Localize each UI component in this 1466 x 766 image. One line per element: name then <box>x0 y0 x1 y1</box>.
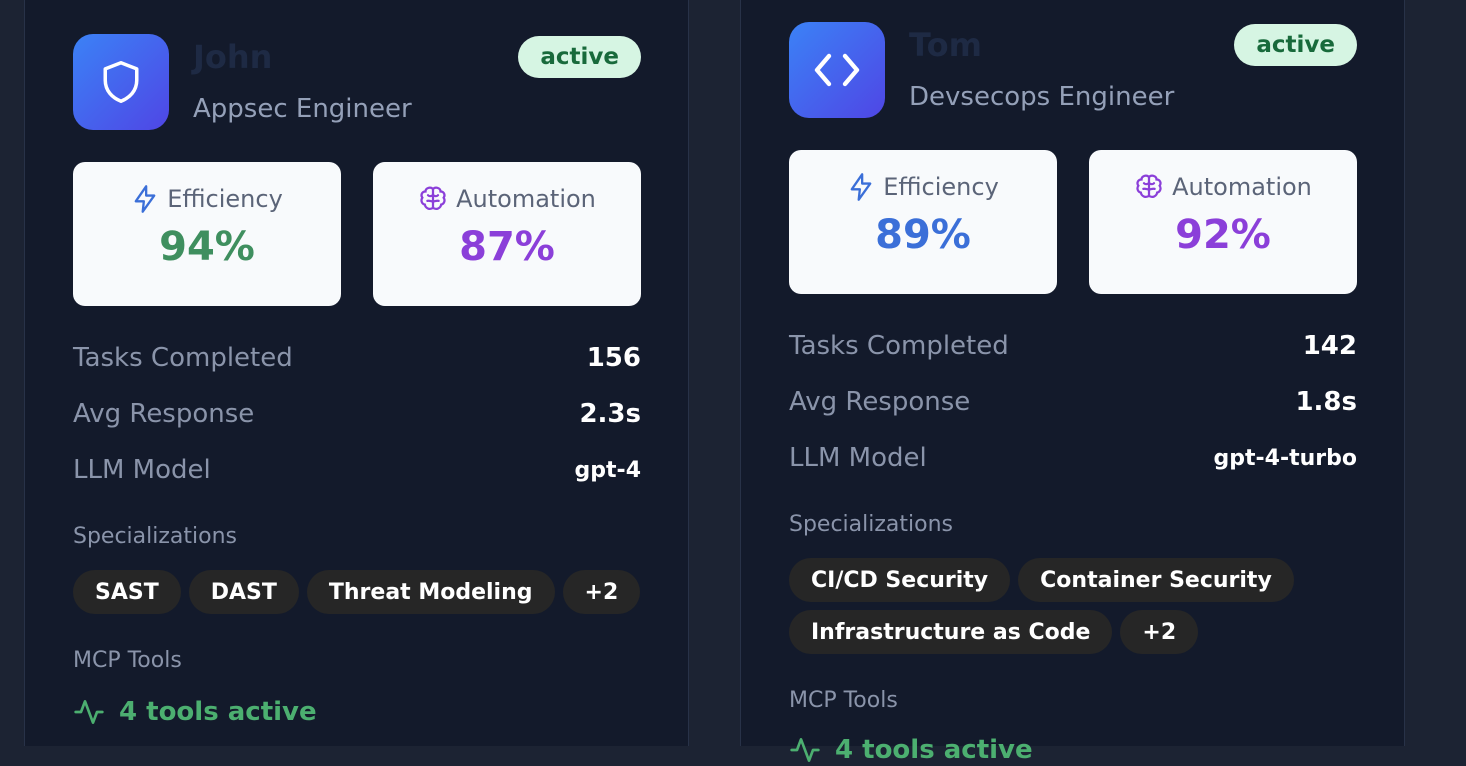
llm-model-label: LLM Model <box>789 443 927 473</box>
agent-avatar <box>789 22 885 118</box>
avg-response-row: Avg Response 2.3s <box>73 394 641 434</box>
avg-response-label: Avg Response <box>789 387 971 417</box>
specializations-list: CI/CD Security Container Security Infras… <box>789 558 1357 654</box>
agent-card-column: Tom Devsecops Engineer active Efficiency… <box>740 0 1405 765</box>
status-badge: active <box>518 36 641 78</box>
specialization-chip: CI/CD Security <box>789 558 1011 602</box>
efficiency-metric: Efficiency 89% <box>789 150 1057 294</box>
lightning-icon <box>850 173 872 201</box>
avg-response-row: Avg Response 1.8s <box>789 382 1357 422</box>
specialization-chip: SAST <box>73 570 181 614</box>
specialization-chip: DAST <box>188 570 299 614</box>
agent-role: Devsecops Engineer <box>909 82 1175 112</box>
tasks-completed-value: 142 <box>1302 331 1357 361</box>
tasks-completed-value: 156 <box>586 343 641 373</box>
mcp-tools-title: MCP Tools <box>789 688 898 713</box>
agent-name: Tom <box>909 26 982 64</box>
tasks-completed-label: Tasks Completed <box>73 343 293 373</box>
llm-model-value: gpt-4-turbo <box>1213 445 1357 471</box>
mcp-tools-title: MCP Tools <box>73 648 182 673</box>
mcp-tools-status: 4 tools active <box>789 734 1033 766</box>
specializations-list: SAST DAST Threat Modeling +2 <box>73 570 641 614</box>
automation-metric: Automation 92% <box>1089 150 1357 294</box>
efficiency-value: 89% <box>875 212 971 258</box>
llm-model-label: LLM Model <box>73 455 211 485</box>
agent-avatar <box>73 34 169 130</box>
automation-label: Automation <box>1172 173 1312 201</box>
efficiency-value: 94% <box>159 224 255 270</box>
lightning-icon <box>134 185 156 213</box>
status-badge: active <box>1234 24 1357 66</box>
tasks-completed-row: Tasks Completed 156 <box>73 338 641 378</box>
activity-icon <box>790 738 820 762</box>
activity-icon <box>74 700 104 724</box>
code-icon <box>814 53 860 87</box>
shield-icon <box>103 61 139 103</box>
automation-value: 87% <box>459 224 555 270</box>
agent-role: Appsec Engineer <box>193 94 412 124</box>
specializations-title: Specializations <box>789 512 954 537</box>
efficiency-label: Efficiency <box>883 173 999 201</box>
efficiency-label: Efficiency <box>167 185 283 213</box>
agent-card-column: John Appsec Engineer active Efficiency 9… <box>24 0 689 746</box>
more-specializations-chip[interactable]: +2 <box>562 570 641 614</box>
specialization-chip: Container Security <box>1018 558 1294 602</box>
tools-active-text: 4 tools active <box>835 735 1033 765</box>
mcp-tools-status: 4 tools active <box>73 696 317 728</box>
specialization-chip: Infrastructure as Code <box>789 610 1113 654</box>
more-specializations-chip[interactable]: +2 <box>1120 610 1199 654</box>
tasks-completed-row: Tasks Completed 142 <box>789 326 1357 366</box>
automation-value: 92% <box>1175 212 1271 258</box>
avg-response-value: 2.3s <box>579 399 641 429</box>
avg-response-label: Avg Response <box>73 399 255 429</box>
brain-icon <box>1136 174 1162 198</box>
specializations-title: Specializations <box>73 524 238 549</box>
automation-metric: Automation 87% <box>373 162 641 306</box>
agent-name: John <box>193 38 273 76</box>
brain-icon <box>420 186 446 210</box>
llm-model-row: LLM Model gpt-4 <box>73 450 641 490</box>
llm-model-value: gpt-4 <box>574 457 641 483</box>
llm-model-row: LLM Model gpt-4-turbo <box>789 438 1357 478</box>
tasks-completed-label: Tasks Completed <box>789 331 1009 361</box>
tools-active-text: 4 tools active <box>119 697 317 727</box>
specialization-chip: Threat Modeling <box>306 570 555 614</box>
avg-response-value: 1.8s <box>1295 387 1357 417</box>
efficiency-metric: Efficiency 94% <box>73 162 341 306</box>
automation-label: Automation <box>456 185 596 213</box>
